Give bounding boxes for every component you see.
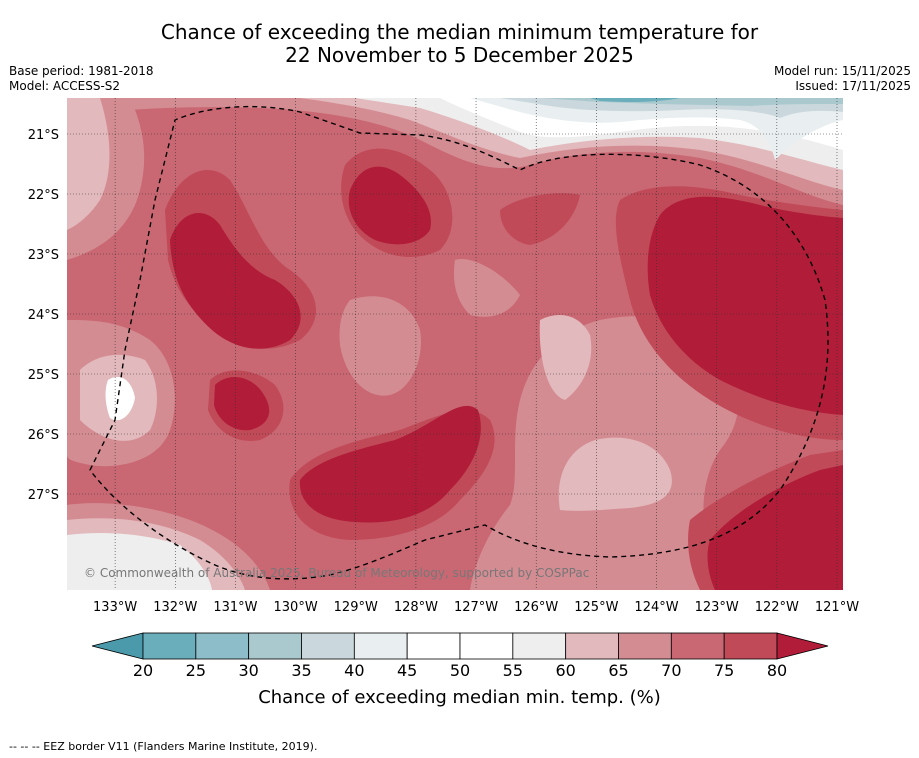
y-tick-label: 24°S — [28, 308, 59, 323]
field-45-55-west — [105, 376, 135, 421]
field-over-80-se — [707, 465, 843, 590]
y-tick-label: 25°S — [28, 368, 59, 383]
field-60-65-central-n — [539, 315, 592, 400]
field-over-80-n — [348, 166, 431, 245]
colorbar-segment — [301, 632, 355, 660]
colorbar-segment — [618, 632, 672, 660]
field-20-25-north — [590, 98, 680, 102]
eez-footnote: -- -- -- EEZ border V11 (Flanders Marine… — [9, 740, 318, 753]
field-55-60-sw — [67, 533, 212, 590]
colorbar-tick-label: 20 — [133, 661, 153, 680]
colorbar-tick-label: 30 — [238, 661, 258, 680]
x-tick-label: 133°W — [93, 600, 137, 615]
colorbar-under-arrow — [91, 632, 144, 660]
field-60-65-nw — [67, 98, 110, 230]
x-tick-label: 129°W — [334, 600, 378, 615]
chart-title-line2: 22 November to 5 December 2025 — [285, 43, 634, 67]
chart-title-line1: Chance of exceeding the median minimum t… — [160, 20, 759, 44]
colorbar-tick-label: 35 — [291, 661, 311, 680]
field-40-45-north — [470, 98, 843, 160]
colorbar-segment — [565, 632, 619, 660]
x-tick-label: 123°W — [695, 600, 739, 615]
colorbar-tick-label: 25 — [186, 661, 206, 680]
colorbar-tick-label: 55 — [503, 661, 523, 680]
y-tick-label: 22°S — [28, 188, 59, 203]
y-tick-label: 27°S — [28, 488, 59, 503]
field-65-70-center-n — [453, 259, 520, 317]
colorbar-over-arrow — [776, 632, 829, 660]
y-tick-label: 26°S — [28, 428, 59, 443]
x-tick-label: 127°W — [454, 600, 498, 615]
colorbar-tick-label: 80 — [767, 661, 787, 680]
eez-border — [89, 105, 829, 580]
colorbar: 20 25 30 35 40 45 50 55 60 65 70 75 80 — [91, 632, 829, 680]
colorbar-tick-label: 60 — [555, 661, 575, 680]
x-tick-label: 121°W — [815, 600, 859, 615]
x-tick-label: 130°W — [274, 600, 318, 615]
x-tick-label: 126°W — [514, 600, 558, 615]
map-field — [67, 98, 843, 590]
x-tick-label: 132°W — [153, 600, 197, 615]
field-over-80-w — [170, 213, 301, 349]
issued-date: Issued: 17/11/2025 — [795, 79, 911, 93]
watermark: © Commonwealth of Australia 2025, Bureau… — [84, 566, 589, 580]
colorbar-tick-label: 75 — [714, 661, 734, 680]
colorbar-segment — [142, 632, 197, 660]
colorbar-label: Chance of exceeding median min. temp. (%… — [258, 687, 661, 708]
colorbar-segment — [670, 632, 725, 660]
colorbar-segment — [459, 632, 514, 660]
base-period: Base period: 1981-2018 — [9, 64, 154, 78]
colorbar-tick-label: 65 — [608, 661, 628, 680]
colorbar-segment — [406, 632, 461, 660]
field-over-80-w2 — [214, 376, 270, 431]
colorbar-tick-label: 45 — [397, 661, 417, 680]
y-tick-label: 21°S — [28, 128, 59, 143]
y-tick-label: 23°S — [28, 248, 59, 263]
colorbar-segment — [195, 632, 250, 660]
x-tick-label: 124°W — [634, 600, 678, 615]
colorbar-tick-label: 40 — [344, 661, 364, 680]
x-tick-label: 128°W — [394, 600, 438, 615]
colorbar-segment — [248, 632, 302, 660]
colorbar-tick-label: 70 — [661, 661, 681, 680]
x-tick-label: 125°W — [574, 600, 618, 615]
field-60-65-central — [558, 437, 672, 511]
model-name: Model: ACCESS-S2 — [9, 79, 121, 93]
colorbar-segment — [353, 632, 408, 660]
map-gridlines — [67, 98, 843, 590]
model-run: Model run: 15/11/2025 — [773, 64, 911, 78]
colorbar-segment — [512, 632, 567, 660]
field-over-80-e — [647, 196, 843, 415]
field-over-80-s — [299, 405, 481, 523]
colorbar-tick-label: 50 — [450, 661, 470, 680]
field-65-70-center-w — [339, 296, 421, 396]
colorbar-segment — [723, 632, 778, 660]
axis-ticks: 133°W 132°W 131°W 130°W 129°W 128°W 127°W 126°W… — [28, 128, 860, 615]
x-tick-label: 131°W — [213, 600, 257, 615]
field-75-80-center — [500, 193, 580, 245]
x-tick-label: 122°W — [755, 600, 799, 615]
